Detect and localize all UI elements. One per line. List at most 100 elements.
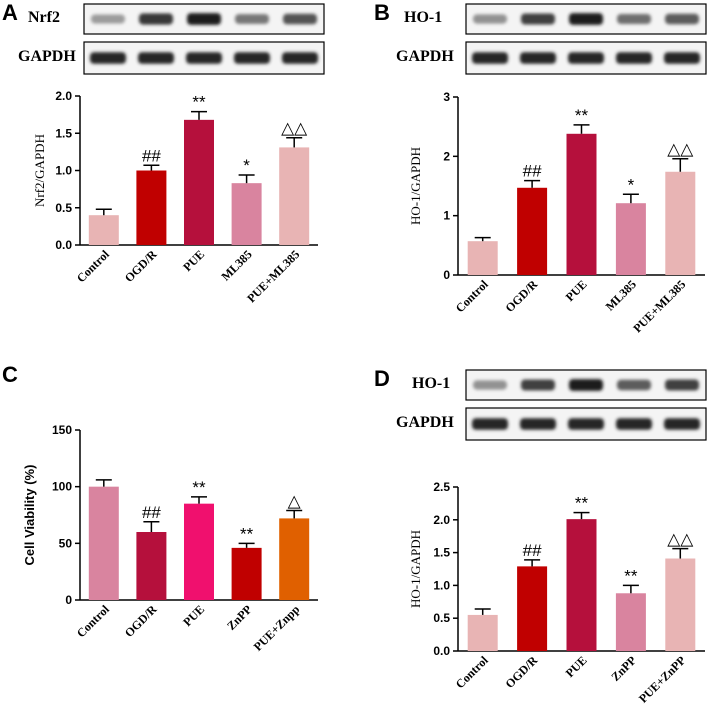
y-tick-label: 150: [52, 423, 72, 437]
blot-band: [520, 418, 556, 430]
y-tick-label: 0: [443, 268, 450, 282]
blot-band: [665, 13, 699, 25]
bar: [279, 147, 310, 245]
y-axis-title: HO-1/GAPDH: [408, 147, 423, 225]
blot-band: [234, 52, 270, 64]
category-label: PUE+ZnPP: [636, 653, 688, 705]
y-tick-label: 0.0: [433, 644, 450, 658]
blot-image-d-target: [465, 369, 707, 401]
category-label: Control: [453, 277, 491, 315]
y-tick-label: 3: [443, 90, 450, 104]
category-label: PUE: [180, 602, 207, 629]
blot-band: [568, 418, 604, 430]
chart-c-viability: 0 50 100 150 Cell Viability (%) Control ## OGD/…: [22, 423, 318, 654]
blot-band: [235, 14, 269, 24]
blot-label-a-gapdh: GAPDH: [18, 48, 76, 65]
blot-band: [569, 379, 603, 391]
blot-image-a-target: [83, 3, 325, 35]
y-tick-label: 1.5: [433, 546, 450, 560]
blot-label-b-gapdh: GAPDH: [396, 48, 454, 65]
blot-band: [664, 418, 700, 430]
y-tick-label: 1.0: [433, 578, 450, 592]
blot-image-d-gapdh: [465, 407, 707, 441]
significance-marker: **: [575, 106, 589, 125]
blot-band: [472, 418, 508, 430]
category-label: PUE+ML385: [630, 277, 688, 335]
blot-band: [665, 379, 699, 391]
blot-band: [520, 52, 556, 64]
blot-band: [186, 52, 222, 64]
significance-marker: ##: [523, 541, 542, 560]
significance-marker: *: [243, 156, 250, 175]
bar: [279, 518, 310, 600]
bar: [615, 203, 646, 275]
bar: [136, 532, 167, 600]
y-tick-label: 1: [443, 209, 450, 223]
y-tick-label: 1.0: [55, 164, 72, 178]
y-tick-label: 2: [443, 149, 450, 163]
blot-band: [138, 52, 174, 64]
bar: [467, 614, 498, 651]
chart-b-ho1: 0 1 2 3 HO-1/GAPDH Control ## OGD/R ** PUE * ML385 △…: [408, 90, 705, 335]
category-label: ZnPP: [224, 602, 255, 633]
category-label: Control: [74, 247, 112, 285]
significance-marker: **: [192, 93, 206, 112]
blot-band: [617, 14, 651, 24]
y-axis-title: Nrf2/GAPDH: [32, 134, 47, 207]
panel-letter-d: D: [374, 366, 390, 391]
blot-band: [473, 14, 507, 24]
category-label: PUE: [180, 247, 207, 274]
y-tick-label: 2.0: [55, 89, 72, 103]
bar: [566, 133, 597, 275]
significance-marker: **: [192, 478, 206, 497]
y-tick-label: 2.0: [433, 513, 450, 527]
bar: [231, 183, 262, 245]
bar: [88, 486, 119, 600]
y-tick-label: 0.5: [55, 201, 72, 215]
panel-letter-a: A: [2, 0, 18, 25]
category-label: ZnPP: [608, 653, 639, 684]
blot-label-d-target: HO-1: [412, 375, 450, 392]
category-label: ML385: [218, 247, 254, 283]
blot-band: [473, 380, 507, 390]
category-label: PUE+Znpp: [251, 602, 303, 654]
blot-band: [283, 13, 317, 25]
blot-band: [282, 52, 318, 64]
significance-marker: ##: [523, 162, 542, 181]
y-tick-label: 1.5: [55, 126, 72, 140]
bar: [467, 241, 498, 275]
y-tick-label: 0.5: [433, 611, 450, 625]
blot-image-a-gapdh: [83, 41, 325, 75]
y-tick-label: 0: [65, 593, 72, 607]
chart-d-ho1: 0.0 0.5 1.0 1.5 2.0 2.5 HO-1/GAPDH Control ## OGD…: [408, 480, 705, 706]
blot-band: [187, 13, 221, 25]
blot-band: [521, 13, 555, 25]
y-tick-label: 0.0: [55, 238, 72, 252]
category-label: PUE: [563, 653, 590, 680]
bar: [136, 170, 167, 245]
y-tick-label: 50: [59, 536, 73, 550]
significance-marker: **: [624, 566, 638, 585]
y-tick-label: 2.5: [433, 480, 450, 494]
blot-band: [569, 13, 603, 25]
bar: [184, 119, 214, 245]
significance-marker: ##: [142, 503, 161, 522]
significance-marker: △△: [281, 119, 308, 138]
blot-image-b-target: [465, 3, 707, 35]
significance-marker: △△: [667, 140, 694, 159]
blot-band: [616, 418, 652, 430]
category-label: OGD/R: [503, 277, 541, 315]
significance-marker: △△: [667, 530, 694, 549]
blot-image-b-gapdh: [465, 41, 707, 75]
significance-marker: **: [240, 524, 254, 543]
blot-band: [139, 13, 173, 25]
significance-marker: ##: [142, 146, 161, 165]
bar: [517, 187, 548, 275]
blot-band: [568, 52, 604, 64]
bar: [231, 547, 262, 600]
significance-marker: **: [575, 494, 589, 513]
bar: [665, 558, 696, 651]
category-label: OGD/R: [503, 653, 541, 691]
blot-band: [616, 52, 652, 64]
